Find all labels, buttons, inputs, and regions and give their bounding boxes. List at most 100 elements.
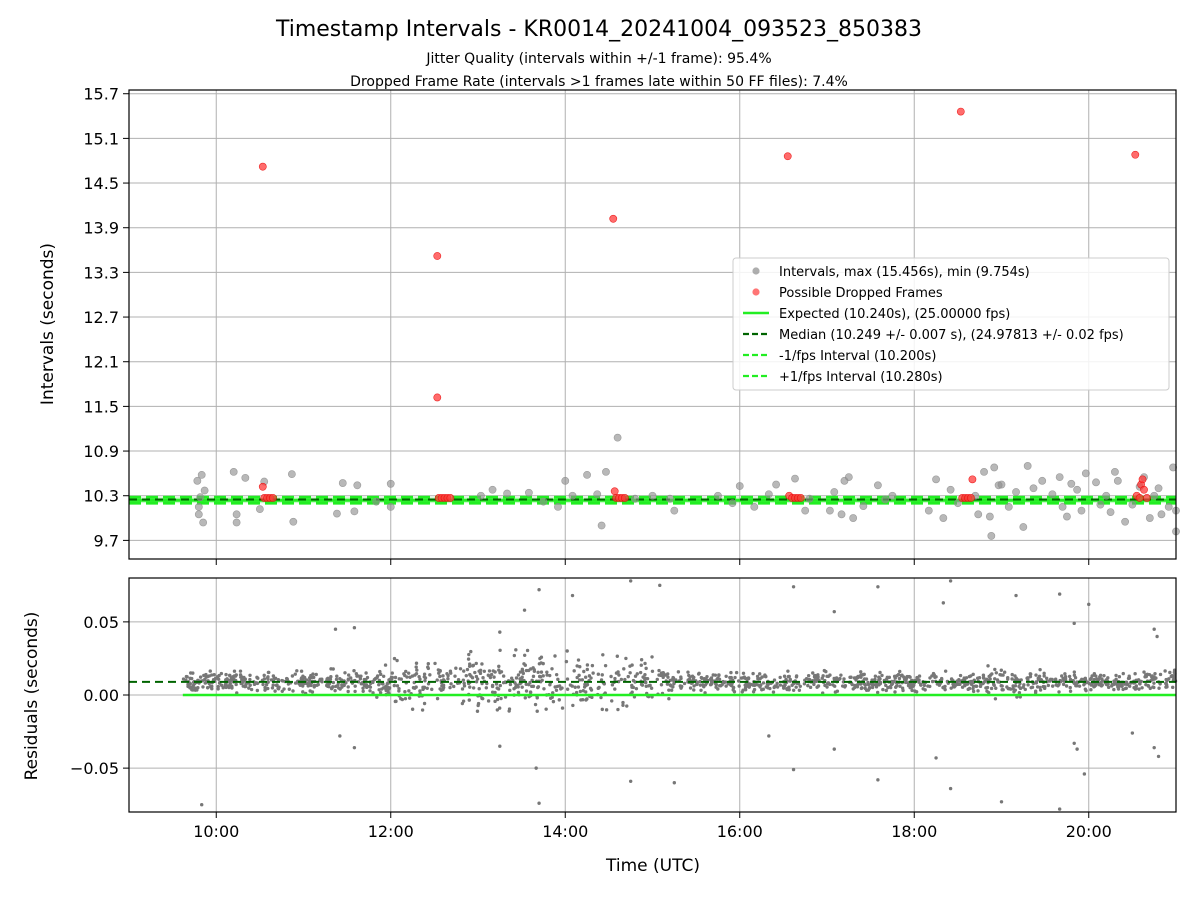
residual-point xyxy=(1106,685,1111,690)
residual-point xyxy=(1127,684,1132,688)
residual-point xyxy=(293,672,297,676)
intervals-y-tick-label: 15.7 xyxy=(83,85,119,104)
residual-point xyxy=(610,699,614,703)
residual-point xyxy=(333,627,338,631)
residual-point xyxy=(329,686,334,691)
interval-point xyxy=(974,510,983,519)
residual-point xyxy=(760,675,764,679)
residual-point xyxy=(453,674,457,678)
residual-point xyxy=(1002,670,1007,674)
residual-point xyxy=(585,667,590,672)
residual-point xyxy=(520,667,525,672)
interval-point xyxy=(1106,508,1115,516)
interval-point xyxy=(1023,462,1032,470)
residual-point xyxy=(701,683,705,687)
residual-point xyxy=(1057,682,1061,687)
residual-point xyxy=(866,682,871,687)
interval-point xyxy=(1121,517,1130,526)
residual-point xyxy=(513,681,517,685)
interval-point xyxy=(735,482,744,490)
dropped-frame-point xyxy=(1131,150,1140,159)
interval-point xyxy=(197,470,206,479)
residual-point xyxy=(446,673,450,678)
interval-point xyxy=(1019,523,1028,531)
residual-point xyxy=(661,670,665,675)
residual-point xyxy=(1075,747,1079,751)
residual-point xyxy=(576,658,581,662)
residual-point xyxy=(643,678,647,682)
intervals-y-tick-label: 10.9 xyxy=(83,442,119,461)
residuals-y-tick-label: 0.00 xyxy=(83,686,119,705)
residual-point xyxy=(577,673,581,678)
legend-entry-label: Median (10.249 +/- 0.007 s), (24.97813 +… xyxy=(779,328,1124,343)
residual-point xyxy=(312,675,316,680)
residual-point xyxy=(320,677,324,681)
intervals-y-tick-label: 12.7 xyxy=(83,308,119,327)
interval-point xyxy=(193,476,202,485)
interval-point xyxy=(1012,488,1020,496)
residual-point xyxy=(441,683,446,687)
residual-point xyxy=(221,686,225,690)
residual-point xyxy=(428,673,432,677)
residual-point xyxy=(273,689,277,693)
residual-point xyxy=(392,656,397,661)
residual-point xyxy=(481,696,485,701)
residual-point xyxy=(489,672,494,677)
residual-point xyxy=(989,686,994,691)
residual-point xyxy=(362,677,367,682)
residual-point xyxy=(560,706,565,710)
residual-point xyxy=(604,708,609,712)
residual-point xyxy=(952,683,956,687)
residual-point xyxy=(859,673,863,677)
residual-point xyxy=(834,676,839,680)
residual-point xyxy=(1170,674,1174,678)
residual-point xyxy=(392,683,397,688)
residual-point xyxy=(696,672,701,676)
interval-point xyxy=(524,488,533,497)
residual-point xyxy=(671,675,675,680)
residual-point xyxy=(414,661,419,665)
residual-point xyxy=(415,668,419,672)
residual-point xyxy=(649,686,654,690)
residual-point xyxy=(464,673,468,678)
figure-title: Timestamp Intervals - KR0014_20241004_09… xyxy=(275,17,922,42)
residual-point xyxy=(1048,677,1053,682)
dropped-frame-point xyxy=(258,162,267,171)
residual-point xyxy=(316,682,320,687)
residual-point xyxy=(346,689,350,694)
residual-point xyxy=(643,672,647,677)
residual-point xyxy=(1164,677,1168,682)
residual-point xyxy=(368,689,372,693)
residual-point xyxy=(364,683,369,687)
residual-point xyxy=(797,688,802,692)
residual-point xyxy=(833,690,838,694)
intervals-y-tick-label: 11.5 xyxy=(83,397,119,416)
residual-point xyxy=(358,677,363,681)
residual-point xyxy=(522,608,527,612)
residual-point xyxy=(1123,686,1128,691)
residual-point xyxy=(1123,682,1128,686)
intervals-y-tick-label: 9.7 xyxy=(94,531,119,550)
residual-point xyxy=(481,676,485,680)
interval-point xyxy=(849,514,858,522)
residual-point xyxy=(1023,687,1027,692)
residual-point xyxy=(486,673,491,677)
interval-point xyxy=(194,510,203,519)
residual-point xyxy=(783,683,787,687)
legend-marker xyxy=(752,267,760,275)
residual-point xyxy=(449,682,453,686)
intervals-y-tick-label: 13.9 xyxy=(83,219,119,238)
residual-point xyxy=(994,686,998,690)
interval-point xyxy=(1157,510,1166,519)
residual-point xyxy=(238,669,243,673)
interval-point xyxy=(602,467,610,476)
dropped-frame-point xyxy=(783,152,792,161)
interval-point xyxy=(990,463,999,472)
residual-point xyxy=(537,674,542,679)
residual-point xyxy=(1063,672,1067,676)
residual-point xyxy=(364,671,368,675)
interval-point xyxy=(568,491,577,500)
residual-point xyxy=(742,675,747,679)
residual-point xyxy=(869,682,874,686)
interval-point xyxy=(844,473,853,482)
